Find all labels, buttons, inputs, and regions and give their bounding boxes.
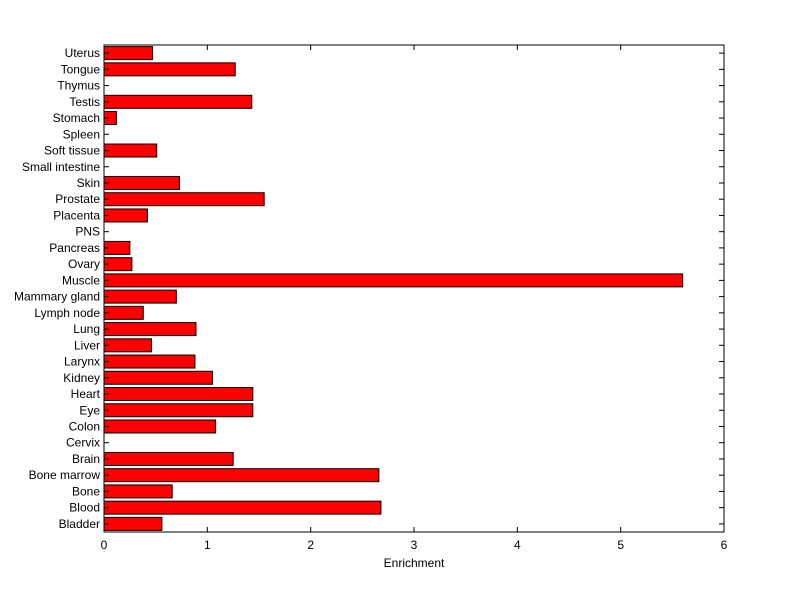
bar (103, 322, 197, 337)
x-axis-label: Enrichment (384, 556, 445, 570)
y-tick-label: Larynx (64, 355, 100, 369)
x-tick-label: 4 (514, 538, 521, 552)
y-tick-label: Bladder (59, 517, 100, 531)
bar (103, 468, 380, 483)
y-tick-label: Prostate (55, 192, 100, 206)
y-tick-label: Liver (74, 338, 100, 352)
bar (103, 289, 177, 304)
x-tick-labels: 0 1 2 3 4 5 6 (101, 538, 728, 552)
y-tick-label: Kidney (63, 371, 100, 385)
bar (103, 484, 173, 499)
y-tick-label: Colon (69, 419, 100, 433)
y-tick-label: Mammary gland (14, 290, 100, 304)
bar (103, 387, 254, 402)
bar (103, 143, 158, 158)
y-tick-label: Blood (69, 501, 100, 515)
plot-area-frame (103, 44, 725, 533)
bar (103, 451, 234, 466)
bar (103, 46, 154, 61)
x-tick-label: 6 (721, 538, 728, 552)
bar (103, 370, 213, 385)
y-tick-label: Tongue (61, 62, 101, 76)
y-tick-label: Bone (72, 484, 100, 498)
bar (103, 208, 148, 223)
y-tick-label: Uterus (65, 46, 100, 60)
y-tick-label: Thymus (57, 79, 100, 93)
y-tick-label: Heart (71, 387, 101, 401)
y-tick-label: Brain (72, 452, 100, 466)
bar (103, 273, 684, 288)
y-tick-label: Eye (79, 403, 100, 417)
bar (103, 403, 254, 418)
bar (103, 94, 253, 109)
y-tick-label: PNS (75, 225, 100, 239)
bar (103, 175, 180, 190)
y-tick-label: Testis (69, 95, 100, 109)
y-tick-label: Small intestine (22, 160, 100, 174)
x-tick-label: 2 (307, 538, 314, 552)
y-tick-label: Lung (73, 322, 100, 336)
bar (103, 192, 265, 207)
x-tick-label: 0 (101, 538, 108, 552)
bar (103, 305, 144, 320)
y-tick-label: Soft tissue (44, 144, 100, 158)
y-tick-label: Skin (77, 176, 100, 190)
y-tick-label: Spleen (63, 127, 100, 141)
y-tick-label: Lymph node (34, 306, 100, 320)
y-tick-label: Bone marrow (29, 468, 101, 482)
y-tick-label: Placenta (53, 208, 100, 222)
x-tick-label: 3 (411, 538, 418, 552)
bar (103, 500, 382, 515)
ticks-layer (103, 45, 725, 532)
bar (103, 338, 153, 353)
y-tick-label: Muscle (62, 273, 100, 287)
bar (103, 62, 236, 77)
y-tick-label: Stomach (53, 111, 100, 125)
y-tick-label: Pancreas (49, 241, 100, 255)
x-tick-label: 1 (204, 538, 211, 552)
bar (103, 354, 196, 369)
y-tick-labels: Bladder Blood Bone Bone marrow Brain Cervix Co… (14, 46, 101, 531)
bar (103, 516, 163, 531)
y-tick-label: Ovary (68, 257, 100, 271)
x-tick-label: 5 (617, 538, 624, 552)
bar (103, 419, 217, 434)
y-tick-label: Cervix (66, 436, 100, 450)
